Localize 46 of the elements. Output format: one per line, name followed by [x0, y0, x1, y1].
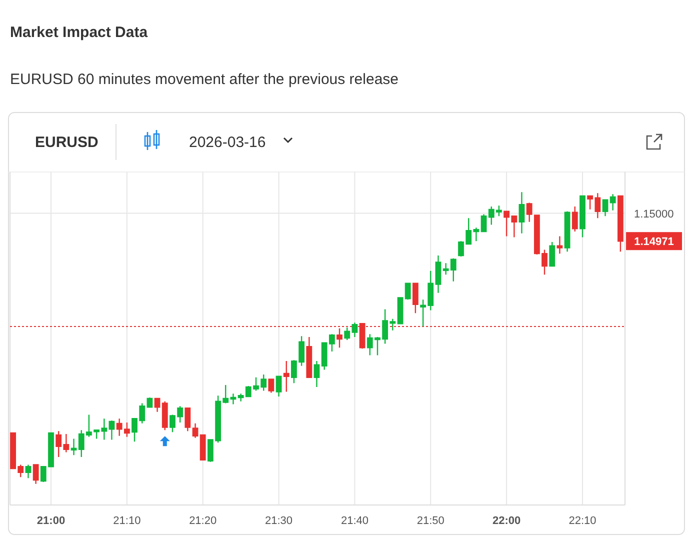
x-tick-label: 22:00	[492, 515, 521, 527]
candlestick	[32, 464, 39, 484]
candlestick	[306, 336, 312, 378]
candlestick	[397, 297, 404, 324]
candlestick	[610, 193, 616, 211]
candlestick	[412, 282, 418, 314]
y-tick-label: 1.14971	[634, 236, 674, 248]
candlestick	[549, 241, 556, 267]
candlestick	[564, 210, 570, 252]
candlestick	[602, 199, 608, 217]
candlestick	[314, 360, 320, 388]
y-tick-label: 1.15000	[634, 208, 674, 220]
chart-title: Market Impact Data	[10, 24, 148, 41]
candlestick	[70, 438, 77, 456]
candlestick	[435, 254, 442, 294]
candlestick	[25, 464, 32, 479]
x-tick-label: 21:50	[416, 515, 444, 527]
x-tick-label: 21:20	[189, 515, 217, 527]
candlestick	[556, 236, 563, 254]
candlestick	[184, 407, 191, 432]
x-tick-label: 21:30	[265, 515, 293, 527]
chart-subtitle: EURUSD 60 minutes movement after the previous release	[10, 71, 399, 88]
candlestick	[518, 192, 525, 234]
x-tick-label: 22:10	[568, 515, 596, 527]
candlestick	[283, 360, 290, 392]
candlestick	[192, 422, 198, 438]
x-tick-label: 21:10	[113, 515, 141, 527]
candlestick	[617, 195, 624, 252]
candlestick	[344, 326, 350, 341]
candlestick	[154, 398, 160, 413]
candlestick	[108, 420, 115, 440]
candlestick	[352, 322, 358, 338]
x-tick-label: 21:40	[340, 515, 368, 527]
candlestick	[276, 376, 282, 398]
candlestick	[230, 393, 236, 405]
candlestick	[580, 195, 586, 238]
candlestick	[200, 434, 206, 460]
text: 2026-03-16	[189, 134, 266, 151]
candlestick	[146, 396, 153, 408]
candlestick	[268, 378, 274, 394]
x-tick-label: 21:00	[36, 515, 66, 527]
candlestick	[404, 282, 411, 300]
candlestick	[572, 206, 578, 232]
candlestick	[162, 400, 168, 431]
text: EURUSD	[35, 134, 99, 151]
candlestick	[480, 214, 487, 232]
